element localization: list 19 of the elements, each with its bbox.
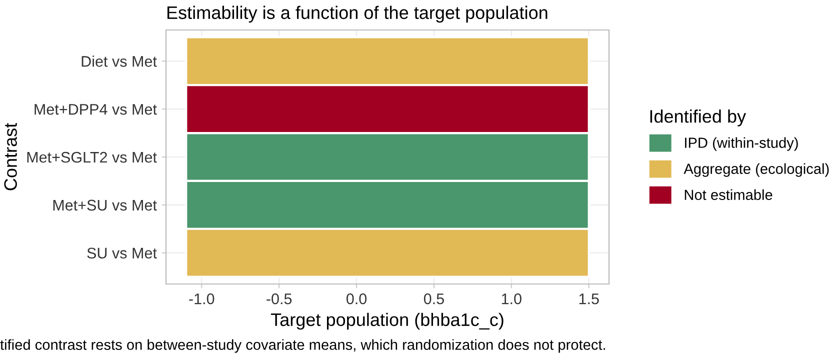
y-tick-label: Met+DPP4 vs Met (34, 104, 157, 115)
y-tick-label: Met+SGLT2 vs Met (27, 152, 157, 163)
x-axis-title: Target population (bhba1c_c) (270, 312, 504, 330)
x-tick-label: 1.5 (579, 294, 599, 304)
y-tick-label: SU vs Met (87, 248, 157, 259)
x-tick-label: -0.5 (266, 293, 292, 304)
x-tick-label: 0.0 (346, 293, 367, 304)
legend-label: IPD (within-study) (685, 137, 798, 151)
text: tified contrast rests on between-study covariate means, which randomization does not protect. (0, 339, 605, 353)
legend-title: Identified by (650, 110, 746, 126)
x-tick-label: -1.0 (189, 293, 214, 304)
x-tick-label: 0.5 (424, 293, 444, 304)
chart-title: Estimability is a function of the target population (167, 6, 548, 23)
legend-label: Not estimable (684, 189, 772, 200)
x-tick-label: 1.0 (502, 293, 522, 304)
y-tick-label: Diet vs Met (82, 56, 157, 67)
y-axis-title: Contrast (4, 123, 17, 190)
y-tick-label: Met+SU vs Met (53, 200, 157, 211)
legend-label: Aggregate (ecological) (684, 163, 829, 177)
